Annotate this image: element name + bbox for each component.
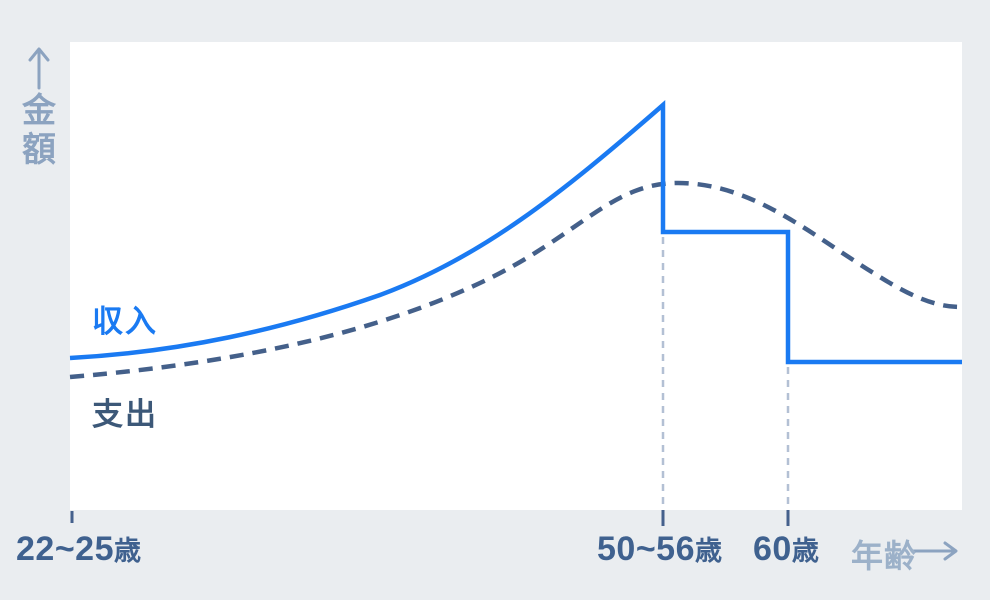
expense-line	[69, 180, 963, 380]
x-tick-60-unit: 歳	[791, 536, 820, 566]
x-tick-50-56-number: 50~56	[597, 530, 695, 568]
x-tick-60-number: 60	[753, 530, 792, 568]
expense-series-label: 支出	[92, 397, 158, 432]
x-axis-label: 年齢	[851, 538, 918, 574]
x-tick-label-60: 60歳	[753, 529, 819, 569]
x-tick-22-25-unit: 歳	[114, 536, 142, 566]
plot-area	[70, 42, 962, 510]
income-line	[69, 100, 962, 365]
up-arrow-icon	[28, 47, 50, 90]
x-tick-label-22-25: 22~25歳	[16, 529, 142, 569]
y-axis-label: 金額	[22, 92, 56, 169]
x-tick-50-56-unit: 歳	[695, 536, 723, 566]
right-arrow-icon	[910, 541, 958, 561]
x-tick-22-25-number: 22~25	[16, 530, 114, 568]
x-tick-label-50-56: 50~56歳	[597, 529, 723, 569]
income-series-label: 収入	[92, 304, 158, 339]
